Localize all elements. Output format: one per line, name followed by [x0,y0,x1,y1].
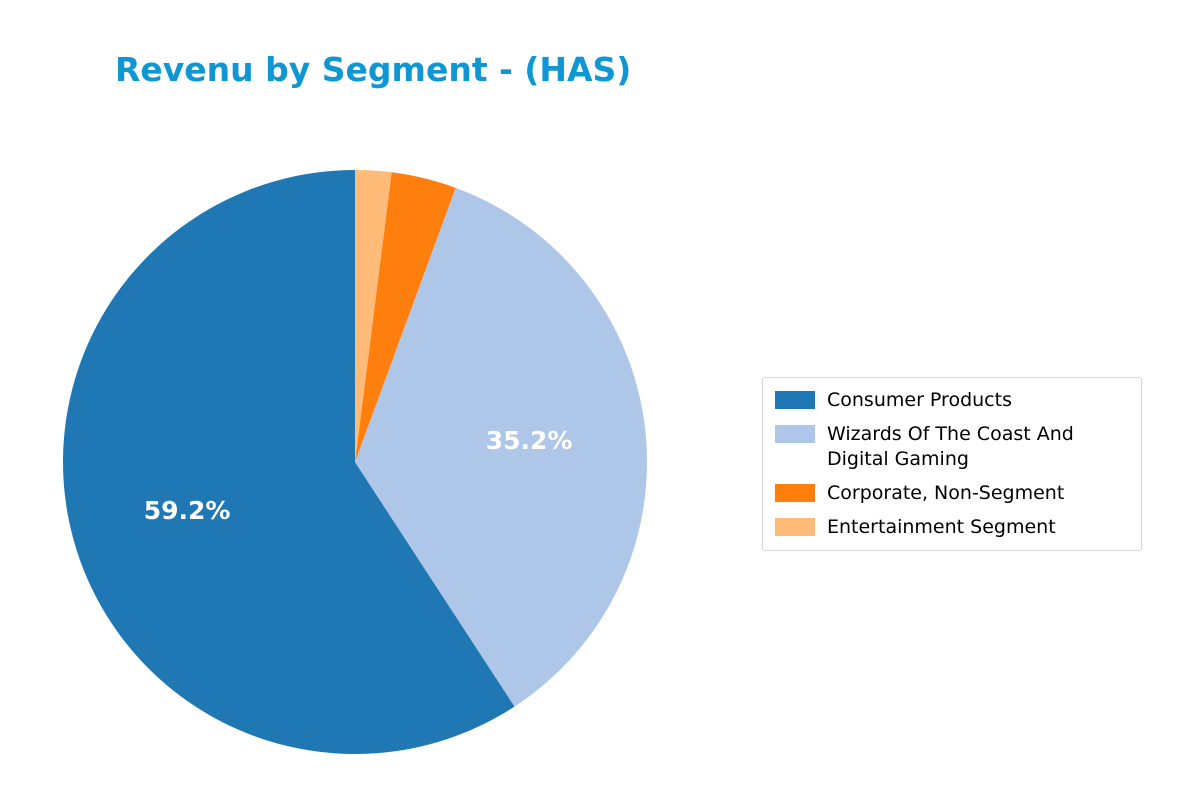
pie-slice [355,172,456,463]
legend-swatch [775,425,815,443]
legend-label: Entertainment Segment [827,516,1056,538]
legend-swatch [775,518,815,536]
pie-slice [355,187,648,707]
legend-swatch [775,391,815,409]
legend: Consumer Products Wizards Of The Coast A… [762,377,1142,551]
pie-slice [63,170,515,754]
pie-slice [355,170,392,462]
chart-title: Revenu by Segment - (HAS) [115,50,632,89]
legend-item: Entertainment Segment [775,515,1129,540]
legend-item: Corporate, Non-Segment [775,481,1129,506]
legend-label: Wizards Of The Coast And Digital Gaming [827,423,1074,470]
legend-label: Consumer Products [827,389,1012,411]
legend-label: Corporate, Non-Segment [827,482,1065,504]
legend-item: Consumer Products [775,388,1129,413]
legend-swatch [775,484,815,502]
legend-item: Wizards Of The Coast And Digital Gaming [775,422,1129,472]
pie-pct-label: 59.2% [144,496,231,525]
pie-pct-label: 35.2% [486,426,573,455]
